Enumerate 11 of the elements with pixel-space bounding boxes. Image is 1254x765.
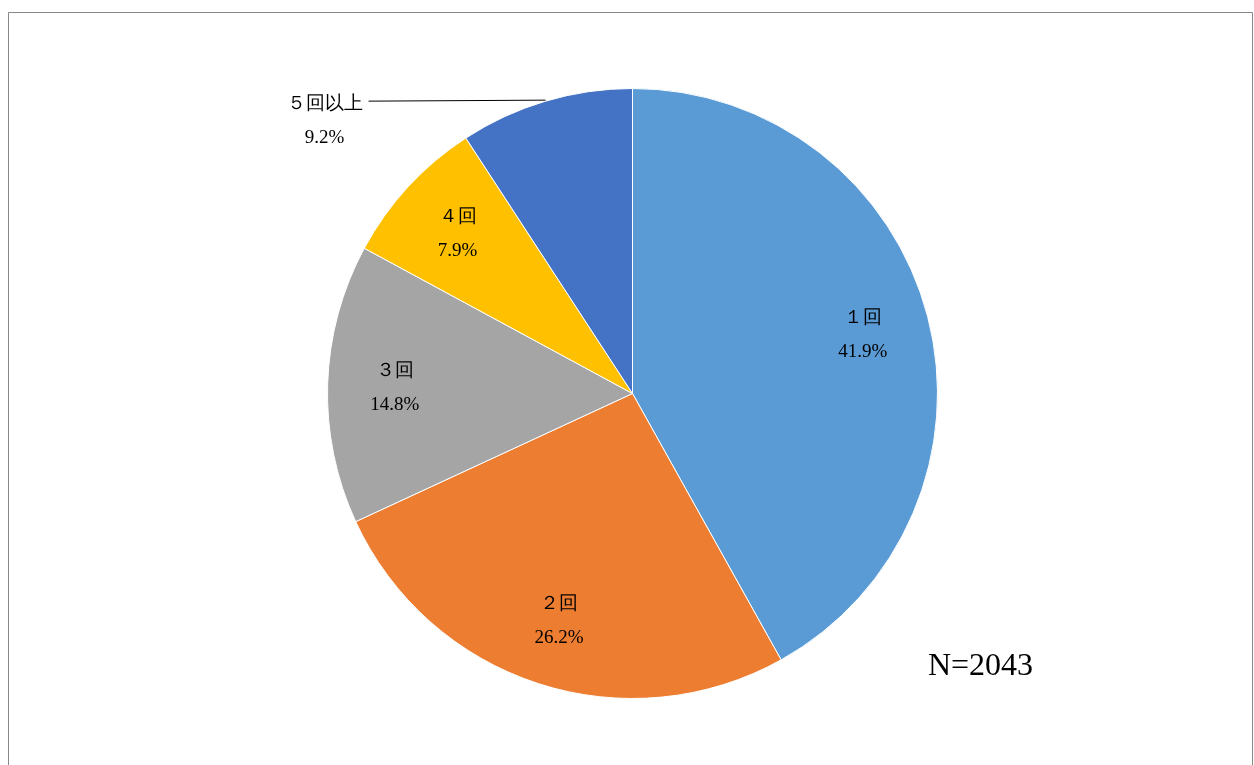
slice-label: １回 (843, 306, 882, 328)
slice-label: ４回 (438, 204, 477, 226)
data-label: 7.9% (437, 238, 478, 260)
slice-label: ３回 (375, 358, 414, 380)
slice-label: ５回以上 (286, 91, 363, 113)
data-label: 14.8% (370, 392, 420, 414)
text: N=2043 (927, 645, 1034, 682)
slice-label: ２回 (539, 592, 578, 614)
data-label: 9.2% (304, 125, 345, 147)
data-label: 26.2% (534, 626, 584, 648)
data-label: 41.9% (838, 340, 888, 362)
